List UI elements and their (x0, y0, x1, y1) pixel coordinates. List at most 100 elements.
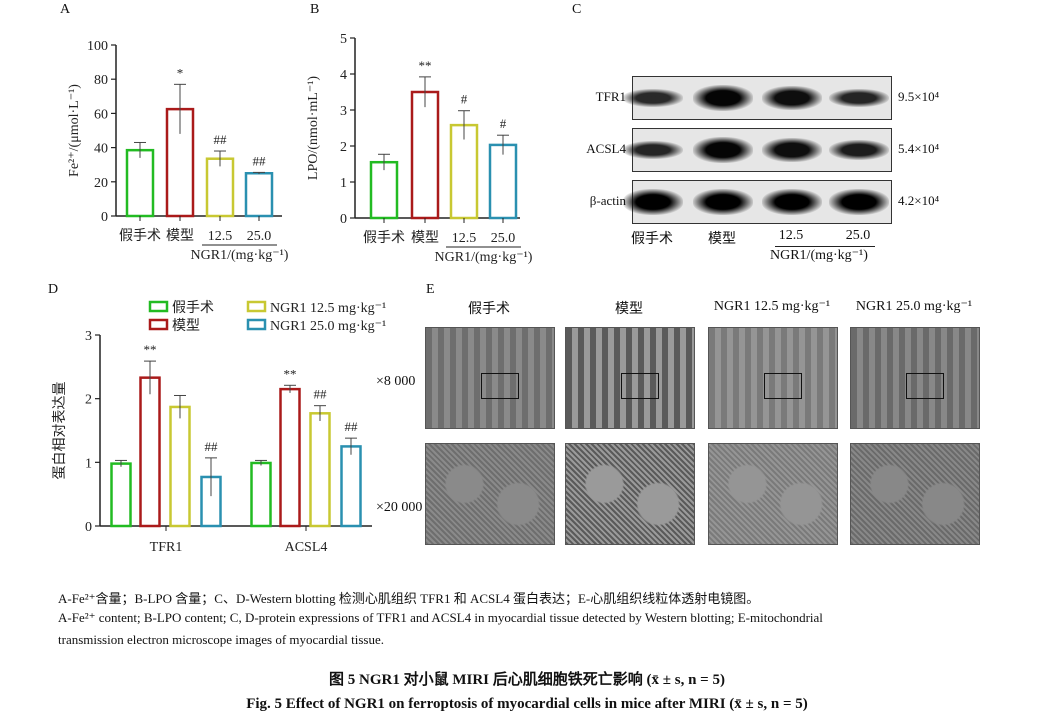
y-tick-label: 0 (85, 520, 92, 535)
y-tick-label: 100 (87, 39, 108, 54)
legend-label: NGR1 25.0 mg·kg⁻¹ (270, 319, 386, 334)
y-tick-label: 1 (85, 456, 92, 471)
tem-image-low-mag (708, 327, 838, 429)
tem-column-label: 模型 (615, 302, 643, 317)
panel-label-b: B (310, 2, 320, 17)
legend-label: NGR1 12.5 mg·kg⁻¹ (270, 301, 386, 316)
legend-label: 假手术 (172, 300, 214, 316)
y-tick-label: 3 (340, 104, 347, 119)
figure-title-cn: 图 5 NGR1 对小鼠 MIRI 后心肌细胞铁死亡影响 (x̄ ± s, n … (329, 672, 725, 688)
x-tick-label: 模型 (166, 228, 194, 244)
blot-band (762, 189, 822, 215)
bar (309, 412, 331, 528)
blot-axis-title: NGR1/(mg·kg⁻¹) (770, 248, 868, 263)
tem-images: 假手术 模型 NGR1 12.5 mg·kg⁻¹ NGR1 25.0 mg·kg⁻¹ ×… (360, 295, 1000, 555)
blot-band (762, 86, 822, 110)
significance-mark: * (177, 65, 184, 80)
x-tick-label: ACSL4 (285, 540, 328, 555)
panel-label-e: E (426, 282, 435, 297)
blot-strip (623, 128, 892, 172)
legend-swatch (246, 318, 267, 331)
blot-protein-label: TFR1 (595, 89, 626, 104)
magnification-label: ×20 000 (376, 500, 423, 515)
y-tick-label: 40 (94, 142, 108, 157)
significance-mark: ** (284, 366, 297, 381)
blot-band (623, 140, 683, 160)
tem-column-label: NGR1 12.5 mg·kg⁻¹ (713, 299, 831, 314)
significance-mark: # (500, 116, 507, 131)
zoom-region-box (764, 373, 802, 399)
panel-label-c: C (572, 2, 582, 17)
y-axis-title: 蛋白相对表达量 (52, 382, 68, 480)
tem-image-low-mag (565, 327, 695, 429)
caption-en-1: A-Fe²⁺ content; B-LPO content; C, D-prot… (58, 610, 823, 625)
blot-band (693, 137, 753, 163)
bar (125, 148, 155, 218)
blot-band (623, 189, 683, 215)
blot-protein-label: β-actin (589, 193, 626, 208)
tem-column-label: 假手术 (468, 302, 510, 317)
blot-band (762, 138, 822, 162)
tem-image-high-mag (425, 443, 555, 545)
chart-a-fe2: 0 20 40 60 80 100 假手术 * 模型 ## 12.5 ## 25.0 NGR1/(mg·k… (67, 39, 289, 263)
blot-band (693, 189, 753, 215)
bar (369, 160, 399, 220)
tem-image-high-mag (850, 443, 980, 545)
blot-band (829, 139, 889, 161)
y-tick-label: 0 (340, 212, 347, 227)
tem-image-high-mag (708, 443, 838, 545)
blot-protein-label: ACSL4 (586, 141, 626, 156)
western-blot: TFR1 9.5×10⁴ ACSL4 5.4×10⁴ β-actin 4.2×10⁴ 假手术… (570, 70, 970, 270)
y-tick-label: 2 (85, 393, 92, 408)
x-tick-label: 假手术 (119, 228, 161, 244)
blot-band (623, 89, 683, 107)
x-tick-label: 25.0 (247, 229, 272, 244)
significance-mark: ## (253, 153, 267, 168)
significance-mark: ** (419, 58, 432, 73)
significance-mark: ## (205, 439, 219, 454)
zoom-region-box (906, 373, 944, 399)
bar (205, 157, 235, 218)
blot-mw-label: 5.4×10⁴ (898, 141, 940, 156)
magnification-label: ×8 000 (376, 374, 416, 389)
y-tick-label: 60 (94, 107, 108, 122)
significance-mark: ## (214, 132, 228, 147)
figure-title-en: Fig. 5 Effect of NGR1 on ferroptosis of … (246, 696, 808, 712)
bar (244, 172, 274, 218)
blot-band (829, 189, 889, 215)
bar (279, 387, 301, 528)
bar (340, 445, 362, 528)
tem-image-high-mag (565, 443, 695, 545)
zoom-region-box (621, 373, 659, 399)
y-axis-title: Fe²⁺/(μmol·L⁻¹) (67, 84, 82, 177)
y-tick-label: 5 (340, 32, 347, 47)
x-tick-label: 12.5 (208, 229, 233, 244)
x-tick-label: 25.0 (491, 231, 516, 246)
panel-label-d: D (48, 282, 59, 297)
y-tick-label: 4 (340, 68, 347, 83)
x-axis-title: NGR1/(mg·kg⁻¹) (435, 250, 533, 265)
tem-image-low-mag (425, 327, 555, 429)
x-tick-label: 假手术 (363, 230, 405, 246)
chart-b-lpo: 0 1 2 3 4 5 假手术 ** 模型 #12.5 #25.0 NGR1/(mg·kg⁻¹) LPO… (306, 32, 533, 265)
x-tick-label: TFR1 (150, 540, 183, 555)
blot-band (693, 85, 753, 111)
blot-band (829, 88, 889, 108)
zoom-region-box (481, 373, 519, 399)
tem-column-label: NGR1 25.0 mg·kg⁻¹ (855, 299, 973, 314)
y-axis-title: LPO/(nmol·mL⁻¹) (306, 76, 321, 180)
significance-mark: ## (314, 387, 328, 402)
blot-lane-label: 25.0 (845, 228, 871, 243)
significance-mark: ** (144, 342, 157, 357)
legend-swatch (246, 300, 267, 313)
y-tick-label: 0 (101, 210, 108, 225)
blot-lane-label: 12.5 (778, 228, 804, 243)
blot-lane-label: 模型 (708, 232, 736, 247)
significance-mark: ## (345, 419, 359, 434)
blot-strip (623, 180, 892, 224)
blot-mw-label: 4.2×10⁴ (898, 193, 940, 208)
legend-swatch (148, 318, 169, 331)
bar (250, 461, 272, 528)
y-tick-label: 1 (340, 176, 347, 191)
